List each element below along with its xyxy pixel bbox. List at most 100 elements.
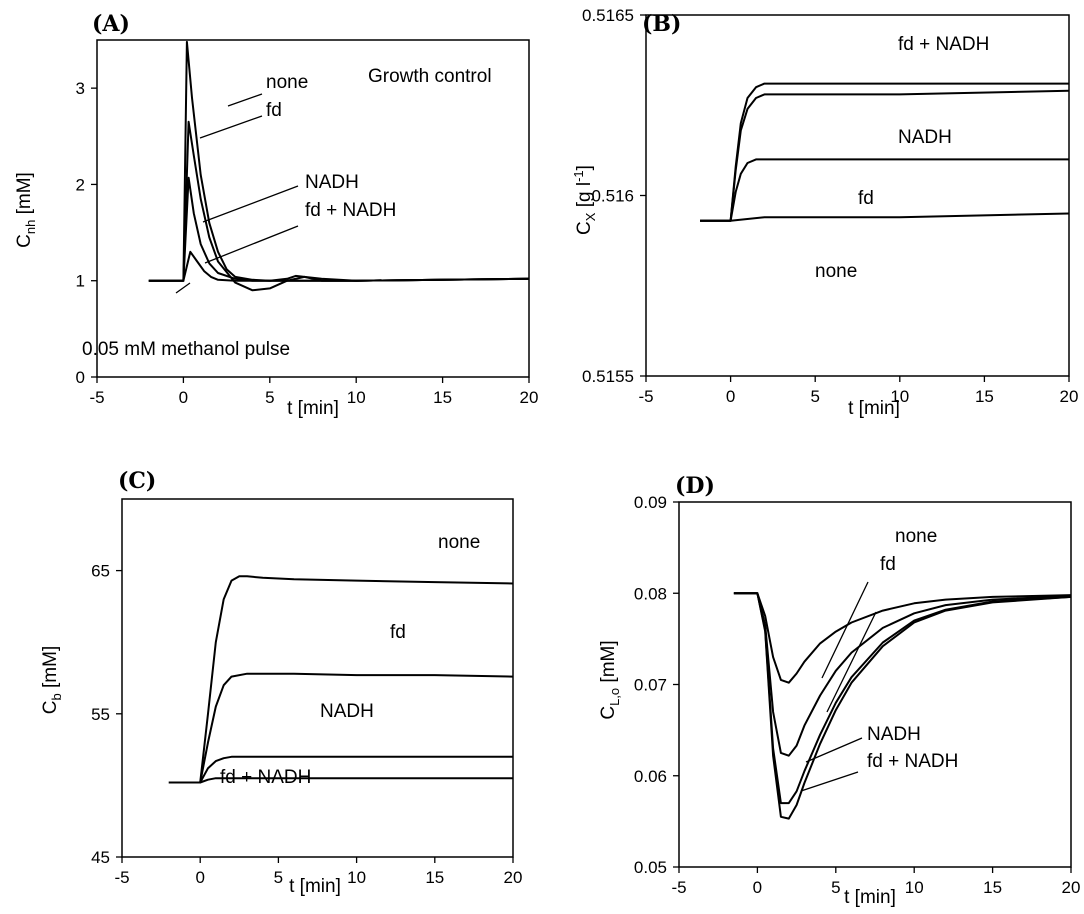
panel-letter: (C)	[118, 468, 156, 494]
x-tick-label: -5	[114, 868, 129, 887]
panel-letter: (A)	[92, 11, 130, 37]
y-axis-label-main: C	[40, 701, 61, 715]
leader-line	[805, 737, 863, 763]
series-line-fd-nadh	[148, 250, 530, 282]
annotation-label: fd + NADH	[867, 751, 958, 772]
y-axis-label-sub: b	[49, 693, 64, 700]
x-tick-label: 0	[195, 868, 204, 887]
leader-line	[821, 581, 869, 679]
x-tick-label: 5	[274, 868, 283, 887]
series-line-none	[700, 212, 1070, 222]
plot-frame	[96, 39, 530, 378]
panel-c-chart: (C) -5 0 5 10 15 20 45 55 65 t [min] Cb [mM] none fd N…	[40, 468, 522, 897]
leader-line	[175, 282, 191, 294]
annotation-label: NADH	[305, 172, 359, 193]
y-tick-label: 0	[76, 368, 85, 387]
series-line-none	[733, 592, 1072, 684]
x-tick-label: 5	[265, 388, 274, 407]
x-tick-label: 10	[347, 388, 366, 407]
leader-line	[199, 115, 263, 139]
series-line-nadh	[148, 176, 530, 282]
annotation-label: NADH	[898, 127, 952, 148]
x-tick-label: 20	[1062, 878, 1081, 897]
y-tick-label: 1	[76, 272, 85, 291]
leader-line	[826, 611, 877, 713]
annotation-label: none	[266, 72, 308, 93]
leader-line	[204, 225, 299, 264]
y-axis-label-sub: L,o	[607, 688, 622, 706]
x-tick-label: 20	[1060, 387, 1079, 406]
y-tick-label: 0.06	[634, 767, 667, 786]
x-tick-label: 10	[905, 878, 924, 897]
y-axis-label-unit: [mM]	[14, 172, 35, 220]
y-tick-label: 0.07	[634, 676, 667, 695]
y-axis-label-main: C	[574, 221, 595, 235]
y-tick-label: 0.09	[634, 493, 667, 512]
y-tick-label: 0.05	[634, 858, 667, 877]
annotation-label: none	[815, 261, 857, 282]
x-tick-label: 20	[504, 868, 523, 887]
annotation-label: fd	[880, 554, 896, 575]
series-line-fd-nadh	[168, 777, 513, 784]
x-tick-label: 5	[831, 878, 840, 897]
annotation-label: none	[438, 532, 480, 553]
series-line-fd	[733, 592, 1072, 757]
x-axis-label: t [min]	[289, 876, 341, 897]
x-tick-label: 10	[890, 387, 909, 406]
annotation-label: fd	[858, 188, 874, 209]
plot-frame	[678, 501, 1072, 868]
x-axis-label: t [min]	[844, 887, 896, 908]
y-axis-label: Cnh [mM]	[14, 172, 38, 248]
x-tick-label: 0	[726, 387, 735, 406]
y-axis-label-unit: [mM]	[598, 640, 619, 688]
series-line-nadh	[168, 755, 513, 784]
series-line-fd	[700, 158, 1069, 222]
y-tick-label: 2	[76, 175, 85, 194]
series-line-nadh	[700, 89, 1070, 222]
x-tick-label: 15	[983, 878, 1002, 897]
plot-frame	[121, 498, 514, 858]
annotation-label: fd + NADH	[305, 200, 396, 221]
y-axis-label-sub: nh	[23, 220, 38, 234]
annotation-label: 0.05 mM methanol pulse	[82, 339, 290, 360]
x-tick-label: -5	[638, 387, 653, 406]
x-tick-label: -5	[671, 878, 686, 897]
annotation-label: fd	[266, 100, 282, 121]
series-line-fd-nadh	[733, 592, 1072, 820]
y-axis-label-unit: [g l	[574, 182, 595, 213]
annotation-label: fd	[390, 622, 406, 643]
annotation-label: fd + NADH	[898, 34, 989, 55]
y-tick-label: 65	[91, 562, 110, 581]
x-tick-label: 5	[810, 387, 819, 406]
y-axis-label: CX [g l-1]	[571, 165, 598, 235]
x-tick-label: 15	[425, 868, 444, 887]
y-axis-label-sub: X	[583, 212, 598, 221]
annotation-label: NADH	[867, 724, 921, 745]
y-axis-label: CL,o [mM]	[598, 640, 622, 719]
y-axis-label: Cb [mM]	[40, 646, 64, 714]
panel-letter: (D)	[675, 473, 715, 499]
x-axis-label: t [min]	[848, 398, 900, 419]
x-tick-label: 15	[975, 387, 994, 406]
y-tick-label: 0.5155	[582, 367, 634, 386]
y-axis-label-sup: -1	[571, 170, 586, 182]
panel-d-chart: (D) -5 0 5 10 15 20 0.05 0.06 0.07 0.08 0.09 t [min]…	[598, 473, 1080, 908]
y-axis-label-main: C	[14, 234, 35, 248]
leader-line	[800, 771, 859, 792]
annotation-label: fd + NADH	[220, 767, 311, 788]
y-tick-label: 55	[91, 705, 110, 724]
series-line-none	[168, 575, 514, 784]
y-tick-label: 0.08	[634, 584, 667, 603]
x-tick-label: 10	[347, 868, 366, 887]
y-tick-label: 0.5165	[582, 6, 634, 25]
x-tick-label: 0	[179, 388, 188, 407]
y-tick-label: 0.516	[591, 187, 634, 206]
annotation-label: none	[895, 526, 937, 547]
y-axis-label-close: ]	[574, 165, 595, 170]
y-axis-label-unit: [mM]	[40, 646, 61, 694]
series-line-fd-nadh	[700, 82, 1069, 222]
x-tick-label: -5	[89, 388, 104, 407]
